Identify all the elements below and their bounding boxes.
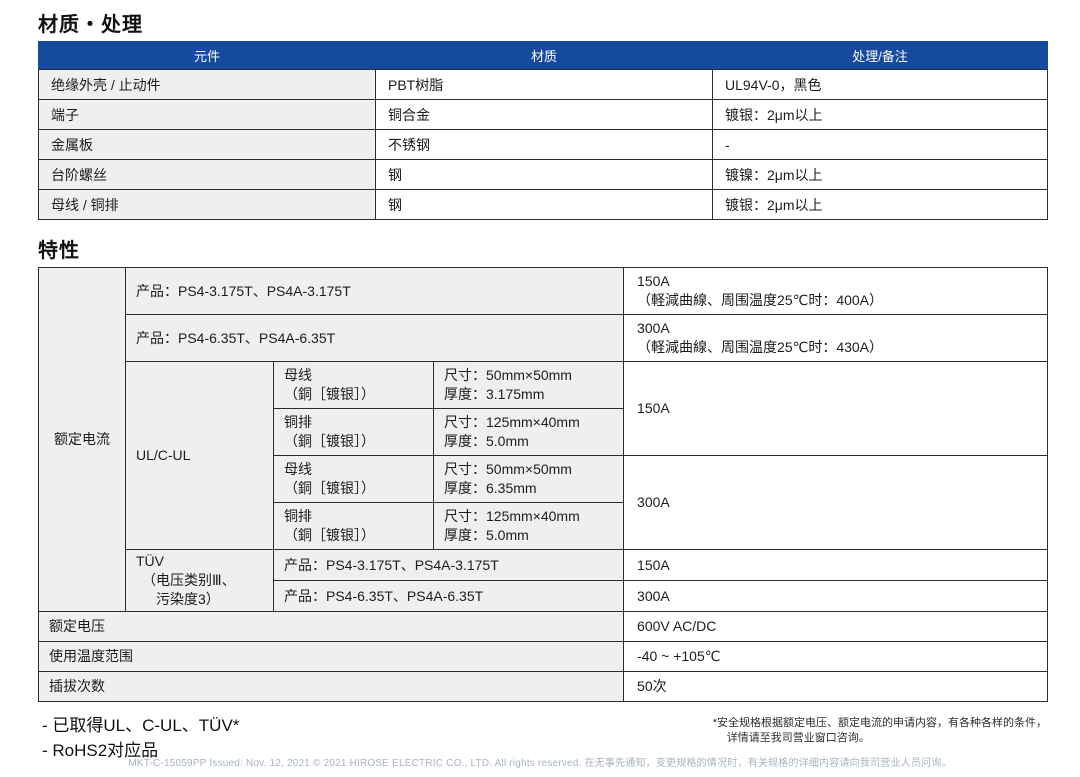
component-cell: 金属板: [38, 129, 376, 160]
dimension-cell: 尺寸：50mm×50mm 厚度：3.175mm: [432, 361, 625, 409]
spec-value: 600V AC/DC: [623, 611, 1049, 642]
component-cell: 台阶螺丝: [38, 159, 376, 190]
rating-derating-note: （軽減曲線、周围温度25℃时：430A）: [637, 339, 884, 355]
material-cell: 铜合金: [375, 99, 713, 130]
component-cell: 母线 / 铜排: [38, 189, 376, 220]
tuv-name: TÜV: [136, 553, 164, 570]
bullet-rohs: - RoHS2对应品: [42, 740, 159, 760]
rating-value-cell: 300A （軽減曲線、周围温度25℃时：430A）: [623, 314, 1049, 362]
conductor-cell: 铜排 （銅［镀银］）: [273, 502, 434, 550]
dimension-thickness: 厚度：5.0mm: [444, 527, 529, 543]
table-row: 使用温度范围 -40 ~ +105℃: [37, 641, 1049, 672]
table-row: 铜排 （銅［镀银］） 尺寸：125mm×40mm 厚度：5.0mm: [39, 408, 1048, 456]
materials-table: 元件 材质 处理/备注 绝缘外壳 / 止动件 PBT树脂 UL94V-0，黑色 …: [38, 41, 1048, 220]
dimension-cell: 尺寸：125mm×40mm 厚度：5.0mm: [432, 502, 625, 550]
treatment-cell: 镀银：2μm以上: [712, 99, 1048, 130]
dimension-size: 尺寸：50mm×50mm: [444, 461, 572, 478]
rating-value-cell: 150A （軽減曲線、周围温度25℃时：400A）: [623, 267, 1049, 315]
spec-label: 插拔次数: [37, 671, 625, 702]
dimension-cell: 尺寸：50mm×50mm 厚度：6.35mm: [432, 455, 625, 503]
spec-value: 50次: [623, 671, 1049, 702]
footnote-line2: 详情请至我司营业窗口咨询。: [726, 732, 870, 745]
rating-value: 300A: [637, 320, 670, 337]
conductor-cell: 铜排 （銅［镀银］）: [273, 408, 434, 456]
tuv-rating-value: 150A: [623, 549, 1049, 581]
materials-header-material: 材质: [375, 41, 713, 70]
table-row: 额定电压 600V AC/DC: [37, 611, 1049, 642]
product-cell: 产品：PS4-3.175T、PS4A-3.175T: [272, 549, 625, 581]
document-footer: MKT-C-15059PP Issued: Nov. 12, 2021 © 20…: [128, 758, 952, 769]
table-row: TÜV （电压类别Ⅲ、 污染度3） 产品：PS4-3.175T、PS4A-3.1…: [39, 549, 1049, 612]
dimension-size: 尺寸：50mm×50mm: [444, 367, 572, 384]
conductor-name: 铜排: [284, 414, 312, 431]
material-cell: 钢: [375, 189, 713, 220]
conductor-name: 母线: [284, 367, 312, 384]
material-cell: 不锈钢: [375, 129, 713, 160]
materials-header-component: 元件: [38, 41, 376, 70]
component-cell: 绝缘外壳 / 止动件: [38, 69, 376, 100]
spec-value: -40 ~ +105℃: [623, 641, 1049, 672]
table-row: 额定电流 产品：PS4-3.175T、PS4A-3.175T 150A （軽減曲…: [38, 267, 1049, 612]
table-row: 产品：PS4-6.35T、PS4A-6.35T 300A （軽減曲線、周围温度2…: [39, 314, 1049, 362]
table-row: 母线 （銅［镀银］） 尺寸：50mm×50mm 厚度：6.35mm 300A: [39, 455, 1049, 550]
treatment-cell: UL94V-0，黑色: [712, 69, 1048, 100]
rating-value: 150A: [637, 273, 670, 290]
conductor-cell: 母线 （銅［镀银］）: [273, 455, 434, 503]
notes-zone: - 已取得UL、C-UL、TÜV* - RoHS2对应品 *安全规格根据额定电压…: [38, 714, 1047, 763]
tuv-pollution-degree: 污染度3）: [156, 590, 220, 607]
conductor-name: 铜排: [284, 508, 312, 525]
table-row: 插拔次数 50次: [37, 671, 1049, 702]
table-row: 端子 铜合金 镀银：2μm以上: [38, 99, 1048, 130]
dimension-thickness: 厚度：6.35mm: [444, 480, 537, 496]
characteristics-section-title: 特性: [38, 240, 80, 262]
table-row: UL/C-UL 母线 （銅［镀银］） 尺寸：50mm×50mm 厚度：3.175…: [39, 361, 1049, 550]
conductor-plating: （銅［镀银］）: [284, 480, 375, 496]
conductor-cell: 母线 （銅［镀银］）: [273, 361, 434, 409]
bullet-certifications: - 已取得UL、C-UL、TÜV*: [42, 716, 240, 735]
conductor-name: 母线: [284, 461, 312, 478]
table-row: 绝缘外壳 / 止动件 PBT树脂 UL94V-0，黑色: [38, 69, 1048, 100]
footnote-line1: *安全规格根据额定电压、额定电流的申请内容，有各种各样的条件，: [712, 717, 1047, 729]
conductor-plating: （銅［镀银］）: [284, 386, 375, 402]
tuv-rating-value: 300A: [623, 580, 1049, 612]
characteristics-table: 额定电流 产品：PS4-3.175T、PS4A-3.175T 150A （軽減曲…: [37, 267, 1049, 702]
table-row: 金属板 不锈钢 -: [38, 129, 1048, 160]
conductor-plating: （銅［镀银］）: [284, 433, 375, 449]
ul-rating-value: 300A: [623, 455, 1049, 550]
rating-derating-note: （軽減曲線、周围温度25℃时：400A）: [637, 292, 884, 308]
spec-label: 额定电压: [37, 611, 625, 642]
materials-header-treatment: 处理/备注: [712, 41, 1048, 70]
materials-header-row: 元件 材质 处理/备注: [38, 41, 1048, 70]
rated-current-label: 额定电流: [38, 267, 126, 612]
treatment-cell: 镀银：2μm以上: [712, 189, 1048, 220]
dimension-thickness: 厚度：3.175mm: [444, 386, 545, 402]
product-cell: 产品：PS4-6.35T、PS4A-6.35T: [124, 314, 625, 362]
conductor-plating: （銅［镀银］）: [284, 527, 375, 543]
spec-label: 使用温度范围: [37, 641, 625, 672]
dimension-size: 尺寸：125mm×40mm: [444, 508, 580, 525]
materials-section-title: 材质・处理: [38, 14, 143, 36]
certification-bullets: - 已取得UL、C-UL、TÜV* - RoHS2对应品: [38, 714, 239, 763]
product-cell: 产品：PS4-6.35T、PS4A-6.35T: [272, 580, 625, 612]
ul-rating-value: 150A: [623, 361, 1049, 456]
component-cell: 端子: [38, 99, 376, 130]
safety-footnote: *安全规格根据额定电压、额定电流的申请内容，有各种各样的条件， 详情请至我司营业…: [713, 714, 1047, 747]
ul-cul-label: UL/C-UL: [125, 361, 274, 550]
tuv-label: TÜV （电压类别Ⅲ、 污染度3）: [125, 549, 274, 612]
material-cell: 钢: [375, 159, 713, 190]
treatment-cell: -: [712, 129, 1048, 160]
treatment-cell: 镀镍：2μm以上: [712, 159, 1048, 190]
table-row: 产品：PS4-6.35T、PS4A-6.35T 300A: [39, 580, 1049, 612]
dimension-thickness: 厚度：5.0mm: [444, 433, 529, 449]
dimension-cell: 尺寸：125mm×40mm 厚度：5.0mm: [432, 408, 625, 456]
table-row: 台阶螺丝 钢 镀镍：2μm以上: [38, 159, 1048, 190]
table-row: 母线 / 铜排 钢 镀银：2μm以上: [38, 189, 1048, 220]
table-row: 铜排 （銅［镀银］） 尺寸：125mm×40mm 厚度：5.0mm: [39, 502, 1048, 550]
material-cell: PBT树脂: [375, 69, 713, 100]
product-cell: 产品：PS4-3.175T、PS4A-3.175T: [124, 267, 625, 315]
dimension-size: 尺寸：125mm×40mm: [444, 414, 580, 431]
tuv-voltage-category: （电压类别Ⅲ、: [142, 572, 236, 589]
